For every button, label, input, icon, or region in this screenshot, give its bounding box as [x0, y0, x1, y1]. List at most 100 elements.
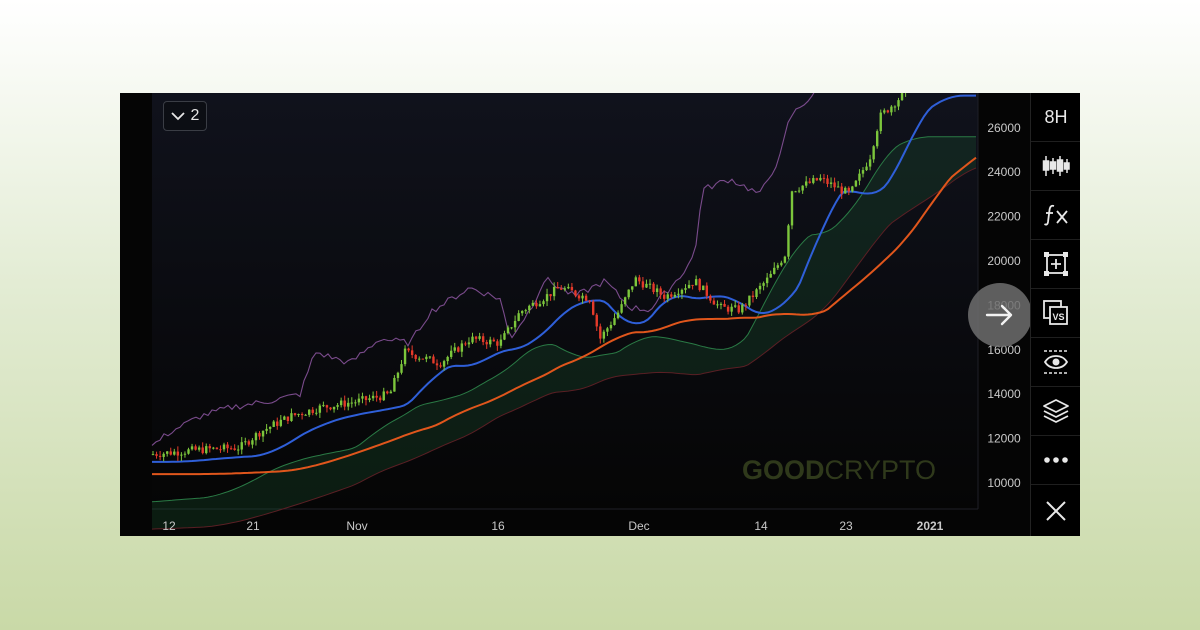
candle	[836, 181, 840, 188]
candle	[258, 431, 261, 440]
candle	[382, 387, 385, 402]
candle	[442, 359, 446, 371]
candle	[765, 272, 769, 288]
close-button[interactable]	[1031, 486, 1080, 536]
layers-icon	[1043, 399, 1069, 423]
candle	[606, 326, 609, 337]
candle	[332, 406, 336, 413]
candle	[854, 179, 858, 188]
candle	[812, 175, 815, 185]
candle	[393, 375, 396, 392]
watermark-light: CRYPTO	[824, 455, 937, 485]
candle	[467, 337, 471, 348]
indicator-count-dropdown[interactable]: 2	[163, 101, 207, 131]
candle	[755, 288, 758, 299]
candle	[439, 362, 442, 369]
candle	[499, 334, 503, 349]
candle	[861, 167, 865, 178]
candle	[645, 279, 648, 288]
candle	[723, 300, 726, 307]
candle	[162, 452, 165, 462]
candle	[751, 291, 755, 303]
candle	[176, 446, 180, 461]
candle	[797, 187, 801, 194]
candle	[414, 354, 417, 362]
candle	[663, 290, 666, 303]
chart-type-button[interactable]	[1031, 142, 1080, 191]
candle	[158, 451, 162, 461]
compare-vs-icon: VS	[1043, 300, 1068, 325]
candle	[510, 327, 513, 330]
candle	[308, 409, 311, 418]
candle	[400, 360, 403, 375]
candle	[872, 145, 875, 163]
candle	[169, 447, 172, 456]
chevron-down-icon	[170, 111, 185, 120]
candlestick-icon	[1042, 156, 1070, 176]
candle	[201, 442, 204, 455]
candle	[173, 448, 176, 456]
candle	[322, 401, 325, 408]
candle	[432, 354, 435, 364]
candle	[581, 292, 584, 304]
candle	[354, 399, 357, 407]
indicators-button[interactable]	[1031, 191, 1080, 240]
y-tick-label: 22000	[987, 210, 1021, 224]
candle	[815, 177, 819, 181]
candle	[545, 288, 549, 307]
candle	[687, 280, 691, 289]
x-tick-label: 14	[754, 519, 768, 533]
candle	[638, 274, 641, 285]
eye-icon	[1043, 350, 1069, 374]
candle	[631, 286, 634, 293]
candle	[251, 438, 254, 449]
price-chart[interactable]: 2600024000220002000018000160001400012000…	[120, 93, 1030, 536]
candle	[343, 395, 346, 411]
candle	[758, 282, 762, 294]
candle	[215, 447, 219, 450]
candle	[183, 451, 187, 458]
chart-app: 2600024000220002000018000160001400012000…	[120, 93, 1080, 536]
candle	[652, 282, 655, 295]
x-tick-label: 12	[162, 519, 176, 533]
candle	[226, 442, 229, 453]
x-tick-label: 16	[491, 519, 505, 533]
candle	[666, 292, 669, 303]
timeframe-button[interactable]: 8H	[1031, 93, 1080, 142]
candle	[283, 415, 286, 421]
scroll-to-latest-button[interactable]	[968, 283, 1032, 347]
candle	[868, 154, 872, 171]
candle	[851, 185, 854, 193]
candle	[627, 289, 630, 300]
candle	[222, 442, 226, 452]
candle	[844, 186, 847, 194]
candle	[190, 443, 194, 451]
candle	[300, 412, 304, 420]
candle	[506, 325, 510, 335]
compare-button[interactable]: VS	[1031, 289, 1080, 338]
candle	[265, 424, 268, 435]
y-tick-label: 12000	[987, 432, 1021, 446]
candle	[744, 303, 748, 311]
candle	[776, 262, 779, 270]
y-tick-label: 14000	[987, 387, 1021, 401]
candle	[531, 300, 535, 307]
candle	[528, 304, 531, 314]
layers-button[interactable]	[1031, 387, 1080, 436]
cloud-span-b-line	[151, 167, 977, 530]
candle	[318, 403, 322, 418]
candle	[244, 437, 247, 446]
visibility-button[interactable]	[1031, 338, 1080, 387]
drawing-tools-button[interactable]	[1031, 240, 1080, 289]
candle	[567, 283, 570, 290]
candle	[876, 129, 879, 149]
more-icon	[1044, 457, 1068, 463]
candle	[481, 333, 485, 346]
more-button[interactable]	[1031, 436, 1080, 485]
candle	[773, 262, 776, 275]
candle	[229, 445, 233, 450]
candle	[304, 413, 307, 416]
candle	[180, 452, 183, 461]
close-icon	[1046, 501, 1066, 521]
candle	[780, 260, 783, 267]
